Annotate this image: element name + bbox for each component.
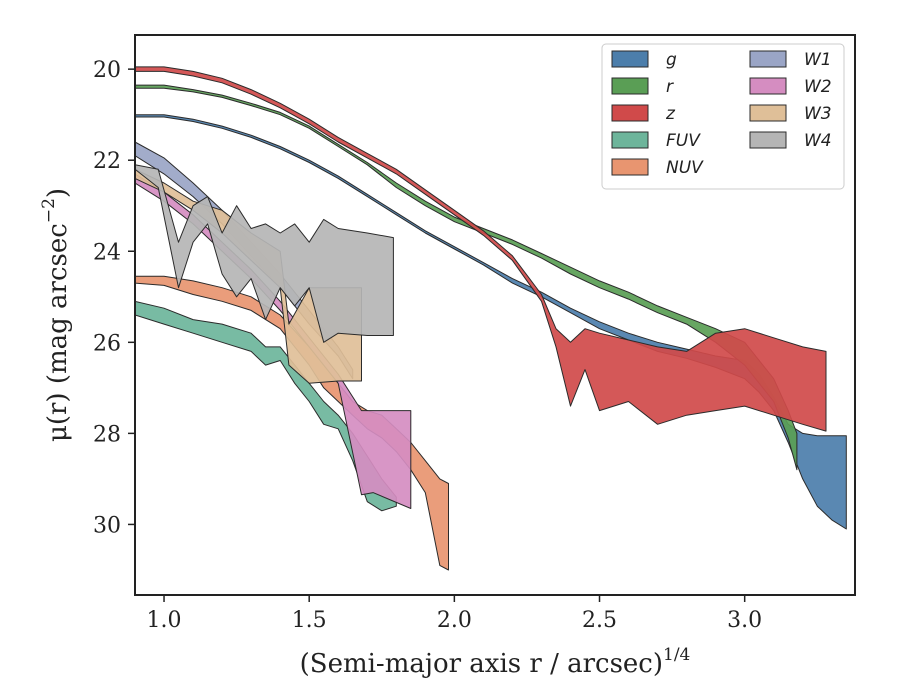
y-axis-title: μ(r) (mag arcsec−2)	[39, 188, 73, 442]
legend-label-r: r	[666, 77, 674, 97]
legend-swatch-w4	[749, 131, 787, 149]
legend-swatch-w3	[749, 104, 787, 122]
y-axis-label-close: )	[43, 188, 73, 198]
legend-swatch-r	[611, 77, 649, 95]
x-axis-label: (Semi-major axis r / arcsec)	[300, 649, 663, 679]
x-tick-label: 2.0	[437, 608, 472, 633]
legend-label-w4: W4	[804, 131, 832, 151]
legend-label-w3: W3	[804, 104, 832, 124]
legend: grz FUV NUV W1 W2 W3 W4	[601, 43, 845, 190]
x-tick-label: 1.5	[292, 608, 327, 633]
plot-frame	[134, 34, 856, 596]
y-tick-label: 24	[93, 240, 121, 265]
legend-swatch-nuv	[611, 158, 649, 176]
y-tick-label: 20	[93, 58, 121, 83]
x-axis: 1.0 1.5 2.0 2.5 3.0	[147, 595, 762, 633]
series-band-w4	[135, 164, 394, 343]
x-axis-label-exponent: 1/4	[663, 645, 690, 665]
series-layer	[135, 66, 847, 571]
y-axis-label: μ(r) (mag arcsec	[43, 223, 73, 442]
y-tick-label: 28	[93, 422, 121, 447]
legend-swatch-w2	[749, 77, 787, 95]
y-tick-label: 22	[93, 149, 121, 174]
legend-label-z: z	[665, 104, 676, 124]
legend-label-w2: W2	[804, 77, 832, 97]
y-axis-label-exponent: −2	[39, 198, 59, 223]
legend-swatch-w1	[749, 50, 787, 68]
legend-label-w1: W1	[804, 50, 832, 70]
legend-swatch-fuv	[611, 131, 649, 149]
series-band-z	[135, 66, 827, 432]
y-tick-label: 30	[93, 513, 121, 538]
legend-label-g: g	[666, 50, 677, 70]
series-band-g	[135, 114, 847, 530]
legend-label-nuv: NUV	[666, 158, 704, 178]
y-tick-label: 26	[93, 331, 121, 356]
legend-label-fuv: FUV	[666, 131, 701, 151]
legend-swatch-z	[611, 104, 649, 122]
y-axis: 20 22 24 26 28 30	[93, 58, 135, 538]
x-tick-label: 2.5	[582, 608, 617, 633]
x-tick-label: 3.0	[727, 608, 762, 633]
x-axis-title: (Semi-major axis r / arcsec)1/4	[300, 645, 691, 679]
x-tick-label: 1.0	[147, 608, 182, 633]
legend-swatch-g	[611, 50, 649, 68]
series-band-r	[135, 84, 798, 471]
